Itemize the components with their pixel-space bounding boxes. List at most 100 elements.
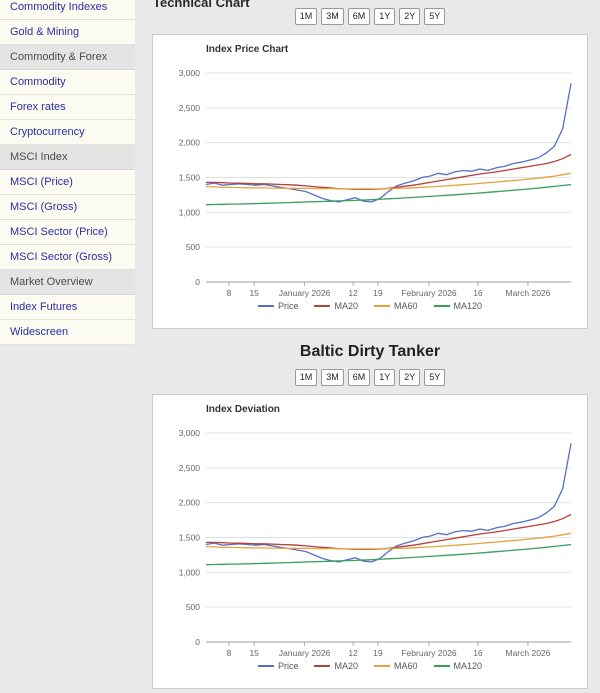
sidebar: Commodity Indexes Gold & Mining Commodity …: [0, 0, 135, 345]
svg-text:2,000: 2,000: [179, 138, 201, 148]
svg-text:500: 500: [186, 602, 200, 612]
svg-text:3,000: 3,000: [179, 68, 201, 78]
sidebar-item-widescreen[interactable]: Widescreen: [0, 320, 135, 345]
series-line-ma20: [206, 153, 572, 190]
legend-label: Price: [277, 661, 299, 671]
sidebar-item-forex-rates[interactable]: Forex rates: [0, 95, 135, 120]
svg-text:January 2026: January 2026: [279, 288, 331, 298]
svg-text:2,500: 2,500: [179, 463, 201, 473]
range-button-row-1: 1M 3M 6M 1Y 2Y 5Y: [152, 8, 588, 25]
line-chart-svg: 0 500 1,000 1,500 2,000 2,500 3,000 8 15 January …: [179, 428, 572, 658]
svg-text:0: 0: [195, 277, 200, 287]
legend-label: MA20: [334, 661, 358, 671]
svg-text:12: 12: [348, 288, 358, 298]
svg-text:March 2026: March 2026: [505, 288, 550, 298]
chart-canvas[interactable]: 0 500 1,000 1,500 2,000 2,500 3,000 8 15 January …: [153, 395, 587, 693]
sidebar-item-commodity-indexes[interactable]: Commodity Indexes: [0, 0, 135, 20]
series-line-ma120: [205, 183, 572, 206]
legend-item-ma120[interactable]: MA120: [433, 301, 483, 311]
series-line-price: [205, 83, 572, 203]
legend-item-ma20[interactable]: MA20: [314, 301, 358, 311]
range-button-2y[interactable]: 2Y: [399, 369, 421, 386]
svg-text:12: 12: [348, 648, 358, 658]
legend-label: MA20: [334, 301, 358, 311]
legend-item-ma60[interactable]: MA60: [373, 301, 418, 311]
range-button-2y[interactable]: 2Y: [399, 8, 421, 25]
range-button-5y[interactable]: 5Y: [424, 8, 446, 25]
svg-text:March 2026: March 2026: [505, 648, 550, 658]
legend-swatch: [373, 305, 390, 307]
chart-legend: Price MA20 MA60 MA120: [153, 301, 587, 311]
svg-text:2,500: 2,500: [179, 103, 201, 113]
svg-text:1,000: 1,000: [179, 567, 201, 577]
range-button-5y[interactable]: 5Y: [424, 369, 446, 386]
legend-swatch: [257, 665, 274, 667]
sidebar-header-msci-index: MSCI Index: [0, 145, 135, 170]
svg-text:1,500: 1,500: [179, 173, 201, 183]
legend-swatch: [314, 665, 331, 667]
chart-title: Index Price Chart: [206, 44, 289, 55]
chart-canvas[interactable]: 0 500 1,000 1,500 2,000 2,500 3,000 8 15 January …: [153, 35, 587, 333]
svg-text:1,000: 1,000: [179, 207, 201, 217]
svg-text:8: 8: [227, 648, 232, 658]
range-button-1m[interactable]: 1M: [294, 8, 318, 25]
legend-item-ma120[interactable]: MA120: [433, 661, 483, 671]
legend-item-ma60[interactable]: MA60: [373, 661, 418, 671]
range-button-1y[interactable]: 1Y: [374, 369, 396, 386]
range-button-6m[interactable]: 6M: [347, 369, 371, 386]
legend-item-ma20[interactable]: MA20: [314, 661, 358, 671]
series-line-ma20: [206, 513, 572, 550]
legend-label: MA120: [453, 661, 483, 671]
sidebar-item-commodity[interactable]: Commodity: [0, 70, 135, 95]
svg-text:February 2026: February 2026: [401, 288, 457, 298]
legend-label: MA120: [453, 301, 483, 311]
svg-text:2,000: 2,000: [179, 498, 201, 508]
svg-text:19: 19: [373, 648, 383, 658]
range-button-row-2: 1M 3M 6M 1Y 2Y 5Y: [152, 369, 588, 386]
svg-text:19: 19: [373, 288, 383, 298]
legend-swatch: [314, 305, 331, 307]
chart-card-deviation: Index Deviation 0 500 1,000 1,500 2,000 2,500…: [152, 394, 588, 689]
range-button-3m[interactable]: 3M: [321, 369, 344, 386]
svg-text:January 2026: January 2026: [279, 648, 331, 658]
sidebar-item-cryptocurrency[interactable]: Cryptocurrency: [0, 120, 135, 145]
svg-text:15: 15: [249, 648, 259, 658]
legend-item-price[interactable]: Price: [257, 301, 299, 311]
sidebar-item-msci-price[interactable]: MSCI (Price): [0, 170, 135, 195]
legend-swatch: [257, 305, 274, 307]
legend-item-price[interactable]: Price: [257, 661, 299, 671]
sidebar-header-commodity-forex: Commodity & Forex: [0, 45, 135, 70]
svg-text:8: 8: [227, 288, 232, 298]
legend-swatch: [433, 665, 450, 667]
range-button-3m[interactable]: 3M: [321, 8, 344, 25]
legend-label: Price: [277, 301, 299, 311]
sidebar-header-market-overview: Market Overview: [0, 270, 135, 295]
legend-label: MA60: [393, 301, 418, 311]
chart-legend: Price MA20 MA60 MA120: [153, 661, 587, 671]
series-line-price: [205, 443, 572, 563]
series-line-ma60: [205, 172, 572, 190]
chart-card-price: Index Price Chart 0 500 1,000 1,500 2,000 2,5…: [152, 34, 588, 329]
svg-text:3,000: 3,000: [179, 428, 201, 438]
legend-swatch: [433, 305, 450, 307]
legend-swatch: [373, 665, 390, 667]
svg-text:0: 0: [195, 637, 200, 647]
page-title: Technical Chart: [153, 0, 250, 10]
sidebar-item-msci-gross[interactable]: MSCI (Gross): [0, 195, 135, 220]
range-button-1y[interactable]: 1Y: [374, 8, 396, 25]
sidebar-item-index-futures[interactable]: Index Futures: [0, 295, 135, 320]
main-content: Technical Chart 1M 3M 6M 1Y 2Y 5Y Index Price…: [152, 0, 588, 689]
svg-text:1,500: 1,500: [179, 533, 201, 543]
sidebar-item-msci-sector-price[interactable]: MSCI Sector (Price): [0, 220, 135, 245]
range-button-1m[interactable]: 1M: [294, 369, 318, 386]
svg-text:15: 15: [249, 288, 259, 298]
svg-text:16: 16: [473, 648, 483, 658]
instrument-title: Baltic Dirty Tanker: [299, 343, 441, 360]
chart-title: Index Deviation: [206, 404, 280, 415]
sidebar-item-msci-sector-gross[interactable]: MSCI Sector (Gross): [0, 245, 135, 270]
sidebar-item-gold-mining[interactable]: Gold & Mining: [0, 20, 135, 45]
line-chart-svg: 0 500 1,000 1,500 2,000 2,500 3,000 8 15 January …: [179, 68, 572, 298]
svg-text:February 2026: February 2026: [401, 648, 457, 658]
range-button-6m[interactable]: 6M: [347, 8, 371, 25]
series-line-ma60: [205, 532, 572, 550]
